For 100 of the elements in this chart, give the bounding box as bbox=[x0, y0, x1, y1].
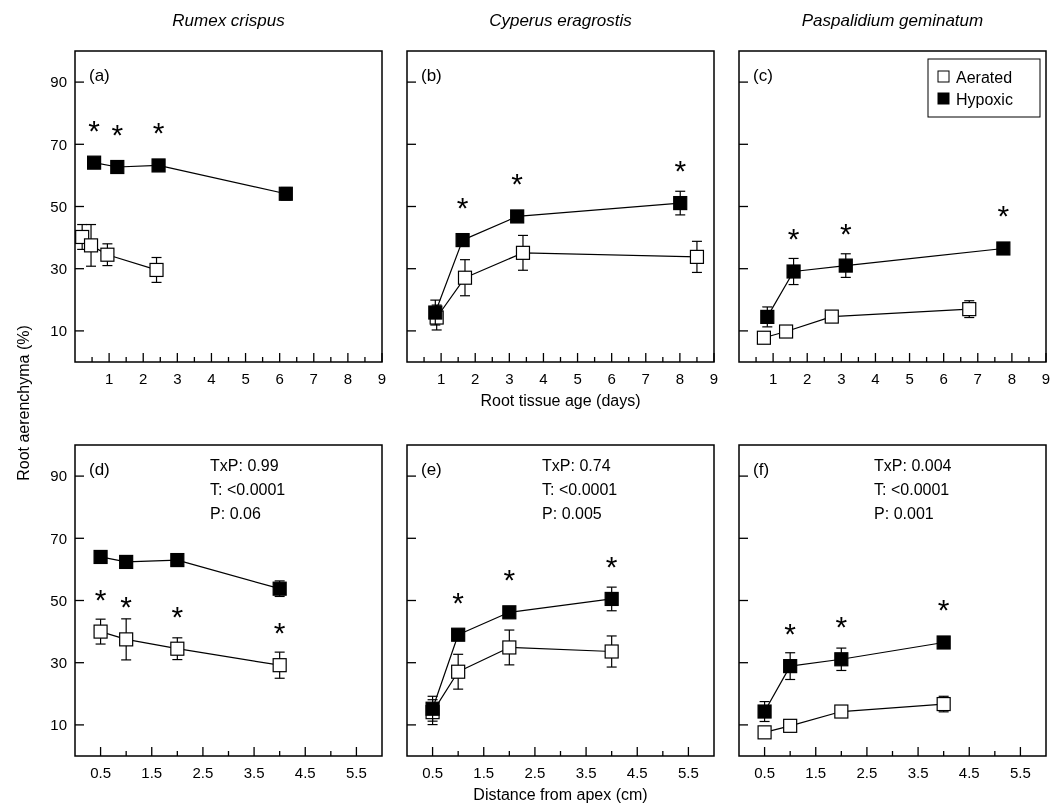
annotation: * bbox=[94, 582, 107, 616]
annotation: * bbox=[452, 585, 465, 619]
x-axis-title: Root tissue age (days) bbox=[480, 392, 641, 409]
chart-title: Paspalidium geminatum bbox=[801, 11, 984, 30]
y-tick-label: 70 bbox=[50, 529, 67, 547]
x-tick-label: 9 bbox=[377, 370, 387, 387]
point bbox=[834, 704, 849, 719]
legend-label: Hypoxic bbox=[956, 90, 1013, 108]
annotation: T: <0.0001 bbox=[874, 481, 950, 498]
point bbox=[93, 624, 108, 639]
x-tick-label: 7 bbox=[309, 370, 318, 387]
x-tick-label: 0.5 bbox=[90, 764, 112, 781]
x-tick-label: 3.5 bbox=[907, 764, 929, 781]
point bbox=[515, 245, 531, 260]
point bbox=[151, 158, 166, 173]
x-tick-label: 8 bbox=[1007, 370, 1017, 387]
point bbox=[170, 641, 185, 656]
point bbox=[673, 195, 688, 211]
point bbox=[510, 209, 525, 224]
x-tick-label: 3 bbox=[837, 370, 846, 387]
x-tick-label: 6 bbox=[939, 370, 948, 387]
x-tick-label: 4.5 bbox=[294, 764, 316, 781]
x-tick-label: 9 bbox=[709, 370, 719, 387]
annotation: * bbox=[937, 593, 950, 627]
x-tick-label: 1.5 bbox=[473, 764, 495, 781]
point bbox=[604, 591, 619, 607]
x-tick-label: 5.5 bbox=[677, 764, 699, 781]
y-tick-label: 50 bbox=[50, 197, 67, 215]
annotation: * bbox=[674, 154, 687, 188]
chart-title: Rumex crispus bbox=[172, 11, 286, 30]
x-tick-label: 3 bbox=[505, 370, 514, 387]
point bbox=[83, 238, 99, 253]
y-tick-label: 10 bbox=[50, 716, 67, 734]
annotation: TxP: 0.004 bbox=[874, 457, 952, 474]
x-tick-label: 4.5 bbox=[626, 764, 648, 781]
y-tick-label: 90 bbox=[50, 467, 67, 485]
point bbox=[100, 247, 115, 262]
x-tick-label: 2 bbox=[803, 370, 812, 387]
point bbox=[425, 701, 440, 716]
x-tick-label: 5 bbox=[241, 370, 250, 387]
annotation: * bbox=[835, 610, 848, 644]
y-tick-label: 50 bbox=[50, 591, 67, 609]
annotation: T: <0.0001 bbox=[210, 481, 286, 498]
point bbox=[149, 262, 164, 278]
point bbox=[119, 554, 134, 570]
x-tick-label: 1.5 bbox=[805, 764, 827, 781]
point bbox=[757, 725, 772, 740]
annotation: * bbox=[456, 191, 469, 225]
x-tick-label: 4 bbox=[539, 370, 548, 387]
point bbox=[110, 159, 125, 175]
x-tick-label: 8 bbox=[675, 370, 685, 387]
point bbox=[783, 718, 798, 733]
x-tick-label: 2 bbox=[471, 370, 480, 387]
annotation: (f) bbox=[753, 460, 770, 479]
x-tick-label: 6 bbox=[607, 370, 616, 387]
point bbox=[786, 264, 801, 279]
x-tick-label: 6 bbox=[275, 370, 284, 387]
x-tick-label: 5 bbox=[573, 370, 582, 387]
x-tick-label: 2.5 bbox=[524, 764, 546, 781]
annotation: T: <0.0001 bbox=[542, 481, 618, 498]
x-tick-label: 5 bbox=[905, 370, 914, 387]
point bbox=[824, 309, 839, 324]
annotation: * bbox=[511, 167, 524, 201]
annotation: * bbox=[997, 199, 1010, 233]
annotation: P: 0.06 bbox=[210, 505, 261, 522]
x-tick-label: 7 bbox=[641, 370, 650, 387]
annotation: * bbox=[784, 617, 797, 651]
x-tick-label: 1 bbox=[768, 370, 778, 387]
point bbox=[451, 627, 466, 642]
x-tick-label: 1 bbox=[104, 370, 114, 387]
x-tick-label: 5.5 bbox=[1009, 764, 1031, 781]
x-tick-label: 0.5 bbox=[754, 764, 776, 781]
point bbox=[756, 330, 771, 345]
point bbox=[93, 549, 108, 565]
point bbox=[451, 664, 466, 679]
point bbox=[502, 640, 517, 655]
x-tick-label: 0.5 bbox=[422, 764, 444, 781]
y-tick-label: 30 bbox=[50, 653, 67, 671]
point bbox=[87, 155, 102, 170]
x-tick-label: 8 bbox=[343, 370, 353, 387]
point bbox=[170, 552, 185, 568]
annotation: * bbox=[88, 113, 101, 147]
y-tick-label: 70 bbox=[50, 135, 67, 153]
point bbox=[689, 249, 705, 264]
point bbox=[428, 305, 443, 320]
x-tick-label: 1 bbox=[436, 370, 446, 387]
x-tick-label: 5.5 bbox=[345, 764, 367, 781]
annotation: * bbox=[273, 616, 286, 650]
x-tick-label: 4 bbox=[207, 370, 216, 387]
x-tick-label: 3.5 bbox=[575, 764, 597, 781]
point bbox=[760, 309, 775, 324]
annotation: TxP: 0.99 bbox=[210, 457, 279, 474]
x-tick-label: 1.5 bbox=[141, 764, 163, 781]
x-tick-label: 4.5 bbox=[958, 764, 980, 781]
point bbox=[838, 258, 853, 273]
point bbox=[455, 232, 470, 248]
point bbox=[757, 704, 772, 719]
x-tick-label: 2.5 bbox=[192, 764, 214, 781]
x-tick-label: 2 bbox=[139, 370, 148, 387]
y-tick-label: 10 bbox=[50, 322, 67, 340]
